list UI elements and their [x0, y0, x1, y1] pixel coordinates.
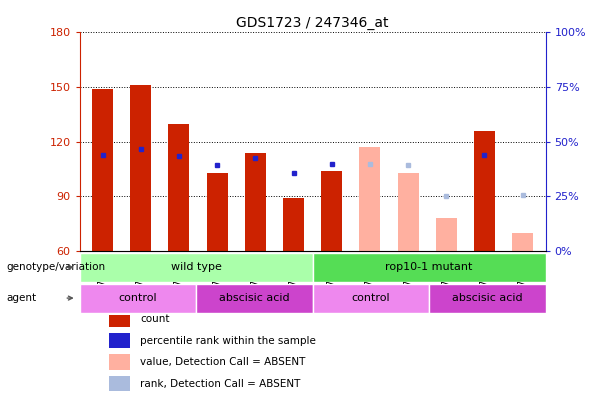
Bar — [245, 153, 266, 251]
Bar — [109, 354, 130, 370]
Text: rank, Detection Call = ABSENT: rank, Detection Call = ABSENT — [140, 379, 301, 389]
Bar — [169, 124, 189, 251]
Bar — [207, 173, 227, 251]
Text: control: control — [351, 293, 390, 303]
Bar — [92, 89, 113, 251]
Bar — [313, 253, 546, 282]
Bar — [196, 284, 313, 313]
Text: agent: agent — [6, 293, 36, 303]
Bar — [109, 376, 130, 392]
Bar — [109, 311, 130, 327]
Text: count: count — [140, 314, 170, 324]
Bar — [359, 147, 381, 251]
Bar — [313, 284, 429, 313]
Bar — [283, 198, 304, 251]
Title: GDS1723 / 247346_at: GDS1723 / 247346_at — [237, 16, 389, 30]
Bar — [131, 85, 151, 251]
Text: abscisic acid: abscisic acid — [219, 293, 290, 303]
Bar — [109, 333, 130, 348]
Bar — [474, 131, 495, 251]
Bar — [80, 253, 313, 282]
Text: abscisic acid: abscisic acid — [452, 293, 523, 303]
Text: percentile rank within the sample: percentile rank within the sample — [140, 336, 316, 345]
Text: rop10-1 mutant: rop10-1 mutant — [386, 262, 473, 272]
Bar — [398, 173, 419, 251]
Bar — [436, 218, 457, 251]
Bar — [321, 171, 342, 251]
Text: genotype/variation: genotype/variation — [6, 262, 105, 272]
Text: control: control — [118, 293, 158, 303]
Bar — [80, 284, 196, 313]
Bar — [512, 233, 533, 251]
Bar — [429, 284, 546, 313]
Text: value, Detection Call = ABSENT: value, Detection Call = ABSENT — [140, 357, 306, 367]
Text: wild type: wild type — [171, 262, 221, 272]
